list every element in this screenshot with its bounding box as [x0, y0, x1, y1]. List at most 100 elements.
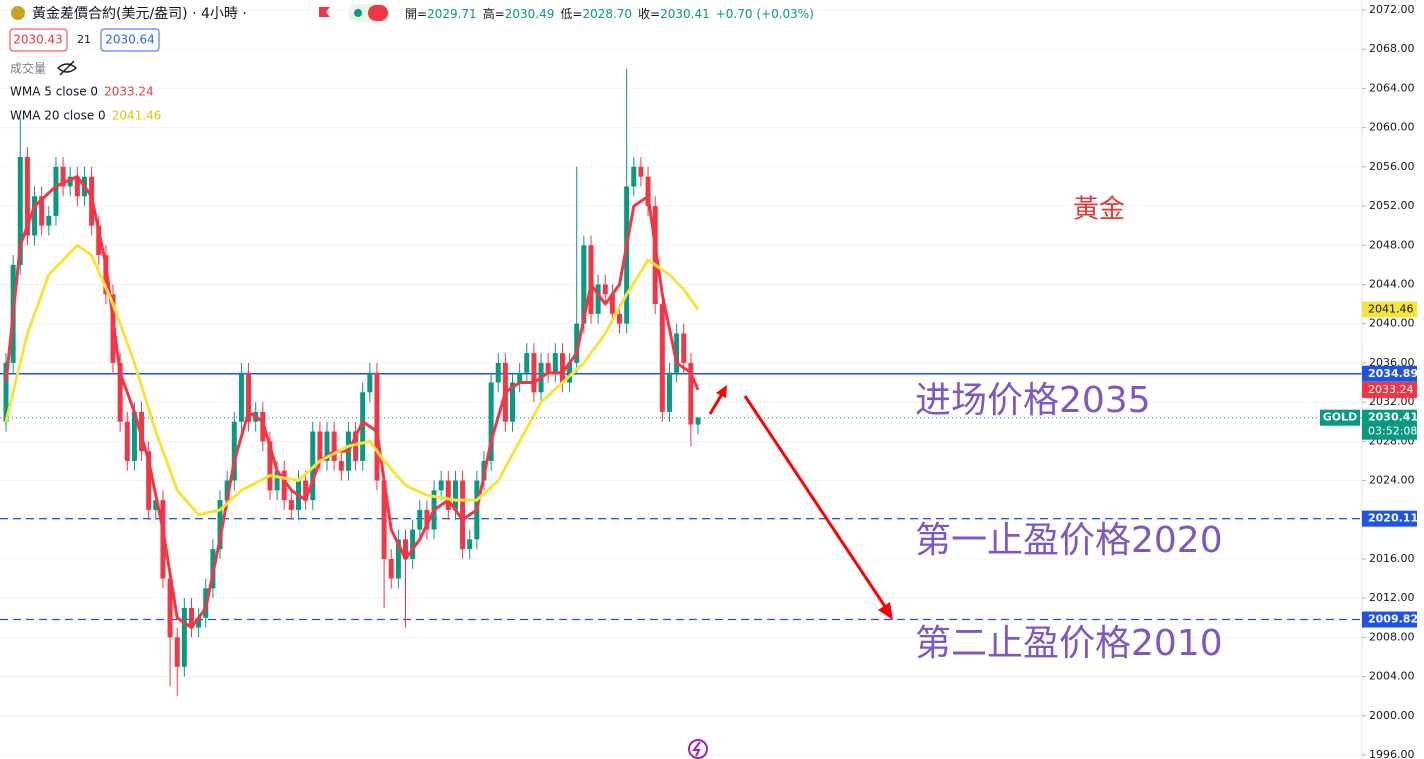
candle-body	[367, 372, 373, 393]
candle-body	[267, 441, 273, 491]
candle-body	[46, 215, 52, 226]
price-tag	[1362, 381, 1417, 398]
y-tick-label: 2004.00	[1369, 670, 1415, 683]
flag-icon	[319, 7, 330, 17]
candle-body	[3, 362, 9, 422]
candle-body	[67, 176, 73, 187]
symbol-tag-label: GOLD	[1323, 411, 1358, 424]
ohlc-value: 2030.49	[505, 7, 555, 21]
ohlc-value: 2030.41	[660, 7, 710, 21]
candle-body	[424, 509, 430, 530]
y-tick-label: 2048.00	[1369, 238, 1415, 251]
ma-line	[4, 175, 700, 630]
candle-body	[445, 480, 451, 510]
candle-body	[638, 166, 644, 177]
candle-body	[153, 500, 159, 510]
candle-body	[317, 431, 323, 461]
y-tick-label: 2012.00	[1369, 591, 1415, 604]
candle-body	[631, 166, 637, 187]
candle-body	[17, 157, 23, 265]
candle-body	[624, 186, 630, 324]
ohlc-label: 低=	[560, 7, 582, 21]
candle-body	[246, 372, 252, 422]
candle-body	[53, 166, 59, 216]
lightning-icon[interactable]	[688, 739, 708, 759]
y-tick-label: 2060.00	[1369, 121, 1415, 134]
annotation: 第二止盈价格2010	[915, 623, 1223, 664]
status-icon	[368, 5, 388, 21]
price-tag	[1362, 301, 1417, 318]
candle-body	[181, 607, 187, 667]
price-tag	[1362, 409, 1417, 440]
candle-body	[403, 539, 409, 559]
countdown: 03:52:08	[1368, 425, 1417, 438]
candle-body	[488, 382, 494, 461]
y-tick-label: 1996.00	[1369, 748, 1415, 759]
volume-label: 成交量	[10, 61, 46, 76]
legend-value: 2041.46	[112, 109, 162, 123]
candle-body	[281, 470, 287, 501]
bid-box[interactable]	[9, 28, 68, 52]
y-tick-label: 2064.00	[1369, 81, 1415, 94]
candle-body	[188, 607, 194, 628]
candle-body	[609, 294, 615, 314]
candle-body	[224, 480, 230, 501]
candle-body	[666, 372, 672, 412]
candle-body	[574, 323, 580, 363]
candle-body	[32, 196, 38, 236]
symbol-title: 黃金差價合約(美元/盎司) · 4小時 ·	[32, 5, 247, 22]
candle-body	[217, 500, 223, 550]
price-tag-label: 2041.46	[1368, 302, 1414, 315]
spread: 21	[77, 33, 91, 46]
arrow	[708, 393, 724, 415]
candle-body	[167, 578, 173, 638]
y-tick-label: 2000.00	[1369, 709, 1415, 722]
candle-body	[274, 470, 280, 491]
candle-body	[410, 529, 416, 559]
price-tag-label: 2030.41	[1368, 411, 1418, 424]
ohlc-value: 2029.71	[427, 7, 477, 21]
candle-body	[602, 284, 608, 295]
candle-body	[160, 500, 166, 579]
candle-body	[131, 411, 137, 461]
price-tag-label: 2033.24	[1368, 383, 1414, 396]
ohlc-label: 高=	[483, 6, 505, 21]
candle-body	[567, 362, 573, 383]
legend-name: WMA 5 close 0	[10, 85, 98, 99]
candle-body	[174, 637, 180, 667]
candle-body	[617, 313, 623, 324]
annotation: 第一止盈价格2020	[915, 520, 1223, 561]
candle-body	[452, 480, 458, 510]
symbol-tag	[1320, 409, 1360, 426]
lightning-icon	[692, 741, 701, 757]
symbol-icon	[11, 6, 25, 20]
candle-body	[495, 362, 501, 383]
ohlc-value: 2028.70	[582, 7, 632, 21]
price-tag	[1362, 510, 1417, 527]
candle-body	[196, 617, 202, 628]
candle-body	[146, 451, 152, 510]
ohlc-label: 開=	[405, 7, 427, 21]
y-tick-label: 2032.00	[1369, 395, 1415, 408]
candle-body	[460, 480, 466, 550]
candle-body	[331, 431, 337, 461]
candle-body	[238, 372, 244, 422]
price-tag	[1362, 611, 1417, 628]
candle-body	[510, 382, 516, 422]
arrow-head	[716, 385, 727, 398]
y-tick-label: 2068.00	[1369, 42, 1415, 55]
arrow-head	[878, 602, 893, 620]
ask-box[interactable]	[100, 28, 160, 52]
candle-body	[60, 166, 66, 187]
candle-body	[381, 480, 387, 559]
hide-icon[interactable]	[56, 60, 78, 76]
candle-body	[517, 372, 523, 383]
candle-body	[559, 353, 565, 383]
annotation: 进场价格2035	[915, 380, 1151, 421]
arrow	[743, 395, 888, 609]
y-tick-label: 2024.00	[1369, 474, 1415, 487]
candle-body	[688, 362, 694, 425]
candle-body	[360, 392, 366, 461]
candle-body	[531, 353, 537, 393]
candle-body	[588, 245, 594, 314]
